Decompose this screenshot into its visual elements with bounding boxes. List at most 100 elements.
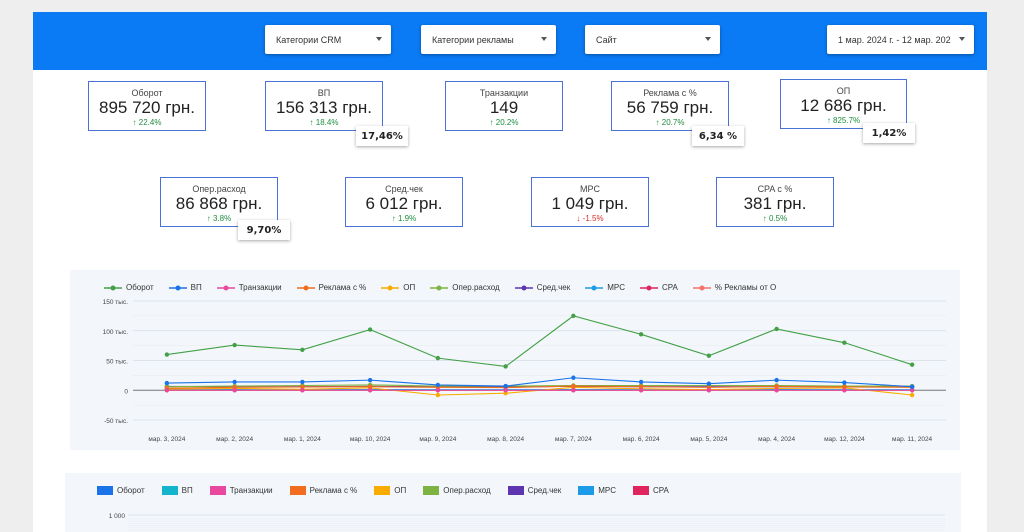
data-point <box>503 384 507 388</box>
scorecard-label: ОП <box>781 86 906 96</box>
data-point <box>232 388 236 392</box>
site-label: Сайт <box>596 35 617 45</box>
scorecard-value: 149 <box>446 98 562 118</box>
data-point <box>300 380 304 384</box>
y-tick-label: 1 000 <box>109 513 126 520</box>
bar-chart: 1 000100 000 <box>65 473 961 532</box>
scorecard-label: ВП <box>266 88 382 98</box>
x-tick-label: мар. 4, 2024 <box>758 436 795 443</box>
data-point <box>368 327 372 331</box>
x-tick-label: мар. 11, 2024 <box>892 436 933 443</box>
date-range-label: 1 мар. 2024 г. - 12 мар. 202 <box>838 35 951 45</box>
scorecard-transactions[interactable]: Транзакции 149 ↑ 20.2% <box>445 81 563 131</box>
scorecard-label: Реклама с % <box>612 88 728 98</box>
data-point <box>436 356 440 360</box>
data-point <box>774 327 778 331</box>
series-line <box>167 387 912 395</box>
data-point <box>842 388 846 392</box>
data-point <box>300 348 304 352</box>
data-point <box>707 354 711 358</box>
scorecard-operating-profit[interactable]: ОП 12 686 грн. ↑ 825.7% <box>780 79 907 129</box>
scorecard-label: Транзакции <box>446 88 562 98</box>
data-point <box>707 382 711 386</box>
data-point <box>571 384 575 388</box>
data-point <box>910 362 914 366</box>
ratio-badge-operating-expense: 9,70% <box>238 220 290 240</box>
chevron-down-icon <box>541 37 547 41</box>
x-tick-label: мар. 12, 2024 <box>824 436 865 443</box>
y-tick-label: 50 тыс. <box>106 359 128 366</box>
data-point <box>910 384 914 388</box>
scorecard-change: ↑ 1.9% <box>346 214 462 224</box>
filter-header: Категории CRM Категории рекламы Сайт 1 м… <box>33 12 987 70</box>
scorecard-value: 86 868 грн. <box>161 194 277 214</box>
data-point <box>842 340 846 344</box>
ad-category-label: Категории рекламы <box>432 35 514 45</box>
x-tick-label: мар. 1, 2024 <box>284 436 321 443</box>
x-tick-label: мар. 2, 2024 <box>216 436 253 443</box>
scorecard-value: 6 012 грн. <box>346 194 462 214</box>
scorecard-label: Опер.расход <box>161 184 277 194</box>
scorecard-value: 12 686 грн. <box>781 96 906 116</box>
x-tick-label: мар. 7, 2024 <box>555 436 592 443</box>
data-point <box>503 388 507 392</box>
scorecard-value: 56 759 грн. <box>612 98 728 118</box>
crm-category-dropdown[interactable]: Категории CRM <box>265 25 391 54</box>
scorecard-mpc[interactable]: MPC 1 049 грн. ↓ -1.5% <box>531 177 649 227</box>
data-point <box>503 364 507 368</box>
scorecard-label: Сред.чек <box>346 184 462 194</box>
scorecard-label: Оборот <box>89 88 205 98</box>
scorecard-change: ↓ -1.5% <box>532 214 648 224</box>
scorecard-change: ↑ 22.4% <box>89 118 205 128</box>
data-point <box>639 380 643 384</box>
data-point <box>639 388 643 392</box>
data-point <box>165 381 169 385</box>
x-tick-label: мар. 8, 2024 <box>487 436 524 443</box>
x-tick-label: мар. 5, 2024 <box>690 436 727 443</box>
data-point <box>571 314 575 318</box>
scorecard-change: ↑ 20.2% <box>446 118 562 128</box>
data-point <box>368 378 372 382</box>
scorecard-cpa[interactable]: CPA с % 381 грн. ↑ 0.5% <box>716 177 834 227</box>
data-point <box>165 388 169 392</box>
scorecard-label: MPC <box>532 184 648 194</box>
data-point <box>436 388 440 392</box>
data-point <box>774 378 778 382</box>
data-point <box>232 343 236 347</box>
scorecard-average-check[interactable]: Сред.чек 6 012 грн. ↑ 1.9% <box>345 177 463 227</box>
data-point <box>910 393 914 397</box>
x-tick-label: мар. 6, 2024 <box>623 436 660 443</box>
report-page: Категории CRM Категории рекламы Сайт 1 м… <box>33 12 987 532</box>
scorecard-value: 1 049 грн. <box>532 194 648 214</box>
scorecard-gross-profit[interactable]: ВП 156 313 грн. ↑ 18.4% <box>265 81 383 131</box>
x-tick-label: мар. 9, 2024 <box>419 436 456 443</box>
data-point <box>368 388 372 392</box>
y-tick-label: 100 тыс. <box>103 329 129 336</box>
data-point <box>571 388 575 392</box>
x-tick-label: мар. 10, 2024 <box>350 436 391 443</box>
scorecard-turnover[interactable]: Оборот 895 720 грн. ↑ 22.4% <box>88 81 206 131</box>
data-point <box>707 388 711 392</box>
scorecard-change: ↑ 0.5% <box>717 214 833 224</box>
data-point <box>436 393 440 397</box>
scorecard-advertising[interactable]: Реклама с % 56 759 грн. ↑ 20.7% <box>611 81 729 131</box>
y-tick-label: -50 тыс. <box>104 418 128 425</box>
ad-category-dropdown[interactable]: Категории рекламы <box>421 25 556 54</box>
y-tick-label: 0 <box>124 388 128 395</box>
site-dropdown[interactable]: Сайт <box>585 25 720 54</box>
data-point <box>639 332 643 336</box>
data-point <box>300 388 304 392</box>
scorecard-value: 156 313 грн. <box>266 98 382 118</box>
scorecard-label: CPA с % <box>717 184 833 194</box>
ratio-badge-gross-profit: 17,46% <box>356 126 408 146</box>
x-tick-label: мар. 3, 2024 <box>148 436 185 443</box>
date-range-picker[interactable]: 1 мар. 2024 г. - 12 мар. 202 <box>827 25 974 54</box>
scorecard-value: 381 грн. <box>717 194 833 214</box>
crm-category-label: Категории CRM <box>276 35 341 45</box>
ratio-badge-operating-profit: 1,42% <box>863 123 915 143</box>
data-point <box>774 388 778 392</box>
y-tick-label: 150 тыс. <box>103 299 129 306</box>
data-point <box>436 383 440 387</box>
ratio-badge-advertising: 6,34 % <box>692 126 744 146</box>
